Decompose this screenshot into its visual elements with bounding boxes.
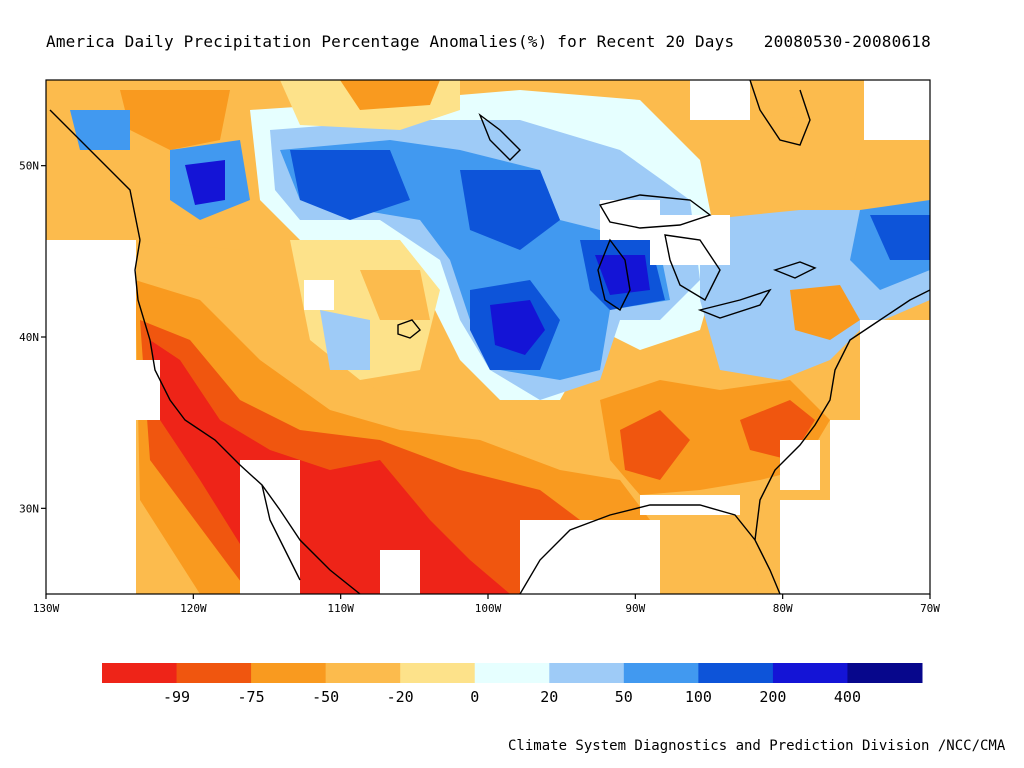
lake-superior [598,194,712,229]
colorbar-label: 0 [470,688,479,706]
heavy-wet-region-plains [290,150,410,220]
lat-tick-label: 40N [19,331,39,344]
colorbar-swatch [623,663,699,683]
lake-ontario [772,261,817,279]
lon-tick-label: 90W [625,602,645,615]
colorbar-swatch [549,663,625,683]
colorbar-swatch [698,663,774,683]
lon-tick-label: 120W [180,602,207,615]
heavy-wet-region-bc [185,160,225,205]
missing-data-patch [304,280,334,310]
colorbar-label: 50 [615,688,633,706]
longitude-axis: 130W 120W 110W 100W 90W 80W 70W [33,594,940,615]
credit-text: Climate System Diagnostics and Predictio… [508,738,1006,754]
lon-tick-label: 80W [773,602,793,615]
lake-michigan [597,238,631,312]
colorbar-swatch [251,663,327,683]
colorbar-label: -50 [312,688,339,706]
wet-patch-utah [320,310,370,370]
colorbar-label: -20 [387,688,414,706]
colorbar-swatch [400,663,476,683]
lon-tick-label: 110W [327,602,354,615]
orange-region-ohio [790,285,860,340]
missing-data-patch [860,320,930,500]
colorbar-swatch [176,663,252,683]
colorbar-swatch [474,663,550,683]
lake-erie [697,288,772,319]
utah-lake [397,319,421,339]
lake-huron [664,234,721,301]
colorbar-swatch [847,663,923,683]
colorbar-label: -99 [163,688,190,706]
anomaly-field [46,80,930,594]
coastline-gulf [519,504,781,594]
extreme-wet-region-iowa [490,300,545,355]
orange-region-northwest-canada [120,90,230,150]
colorbar-label: 20 [540,688,558,706]
colorbar-label: 200 [759,688,786,706]
dry-patch-utah [360,270,430,320]
missing-data-patch [830,420,870,500]
colorbar-label: 400 [834,688,861,706]
colorbar-swatch [772,663,848,683]
colorbar: -99 -75 -50 -20 0 20 50 100 200 400 [102,663,923,706]
missing-data-patch [690,80,750,120]
colorbar-label: 100 [685,688,712,706]
heavy-wet-region-dakotas [460,170,560,250]
orange-region-prairies [340,80,440,110]
colorbar-swatch [325,663,401,683]
coastline-baja [261,484,301,581]
coastline-west [134,239,361,594]
missing-data-patch [864,80,930,140]
lat-tick-label: 50N [19,160,39,173]
missing-data-patch [780,440,820,490]
dry-region-ontario [720,110,860,210]
hudson-bay-coast [749,80,811,146]
coastline-bc [49,109,141,241]
colorbar-swatch [102,663,178,683]
colorbar-label: -75 [238,688,265,706]
lon-tick-label: 70W [920,602,940,615]
lon-tick-label: 130W [33,602,60,615]
missing-data-patch [380,550,420,594]
coastline-east [754,289,930,541]
missing-data-patch [46,240,136,594]
heavy-wet-region-quebec [870,215,930,260]
missing-data-patch [240,460,300,594]
map-title: America Daily Precipitation Percentage A… [46,32,931,51]
missing-data-patch [520,520,660,594]
extreme-wet-region-wisconsin [595,255,650,295]
lon-tick-label: 100W [475,602,502,615]
red-orange-region-southeast [620,410,690,480]
latitude-axis: 50N 40N 30N [19,160,46,515]
coastlines [49,80,930,594]
lake-winnipeg [478,112,521,161]
missing-data-patch [650,215,730,265]
missing-data-patch [780,500,930,594]
wet-region-alaska-panhandle [70,110,130,150]
lat-tick-label: 30N [19,502,39,515]
